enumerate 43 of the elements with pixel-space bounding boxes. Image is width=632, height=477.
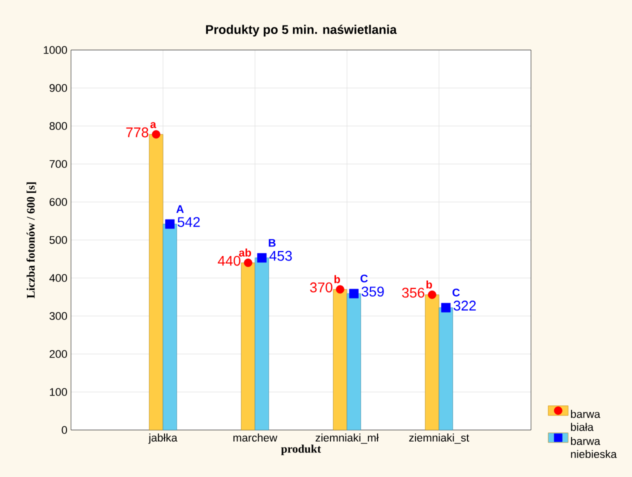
data-label: 440	[218, 256, 240, 266]
annotation: A	[176, 205, 184, 213]
y-tick-label: 100	[50, 388, 68, 396]
data-label: 542	[178, 217, 200, 227]
x-tick-label: ziemniaki_mł	[316, 434, 379, 444]
bar	[438, 307, 454, 430]
bar	[241, 262, 256, 430]
x-tick-label: marchew	[233, 434, 278, 442]
annotation: b	[334, 275, 340, 284]
data-label: 778	[126, 127, 148, 138]
bar	[149, 134, 164, 430]
y-tick-label: 0	[62, 426, 68, 434]
annotation: a	[150, 122, 156, 128]
annotation: B	[268, 239, 276, 247]
y-tick-label: 1000	[44, 46, 68, 54]
x-tick-label: jabłka	[148, 434, 178, 444]
bar	[162, 224, 177, 430]
annotation: C	[452, 288, 460, 296]
data-label: 359	[362, 286, 384, 297]
data-label: 356	[402, 288, 424, 298]
data-label: 453	[269, 250, 292, 261]
bar	[333, 289, 348, 430]
chart-title: Produkty po 5 min. naświetlania	[206, 24, 397, 36]
x-axis-title: produkt	[281, 444, 321, 456]
bar	[346, 293, 362, 430]
y-axis-title: Liczba fotonów / 600 [s]	[26, 182, 36, 298]
bar	[254, 258, 269, 430]
data-label: 370	[310, 282, 332, 292]
y-tick-label: 800	[50, 122, 68, 130]
y-tick-label: 200	[50, 350, 68, 358]
annotation: b	[426, 280, 432, 289]
data-label: 322	[454, 300, 476, 311]
y-tick-label: 400	[49, 274, 68, 282]
legend-label: barwa niebieska	[571, 436, 617, 458]
annotation: ab	[239, 248, 252, 257]
y-tick-label: 600	[50, 198, 68, 206]
bar	[425, 294, 440, 430]
y-tick-label: 900	[50, 84, 68, 92]
annotation: C	[360, 274, 368, 282]
x-tick-label: ziemniaki_st	[409, 434, 470, 444]
y-tick-label: 300	[50, 312, 68, 320]
y-tick-label: 700	[50, 160, 68, 168]
y-tick-label: 500	[50, 236, 68, 244]
